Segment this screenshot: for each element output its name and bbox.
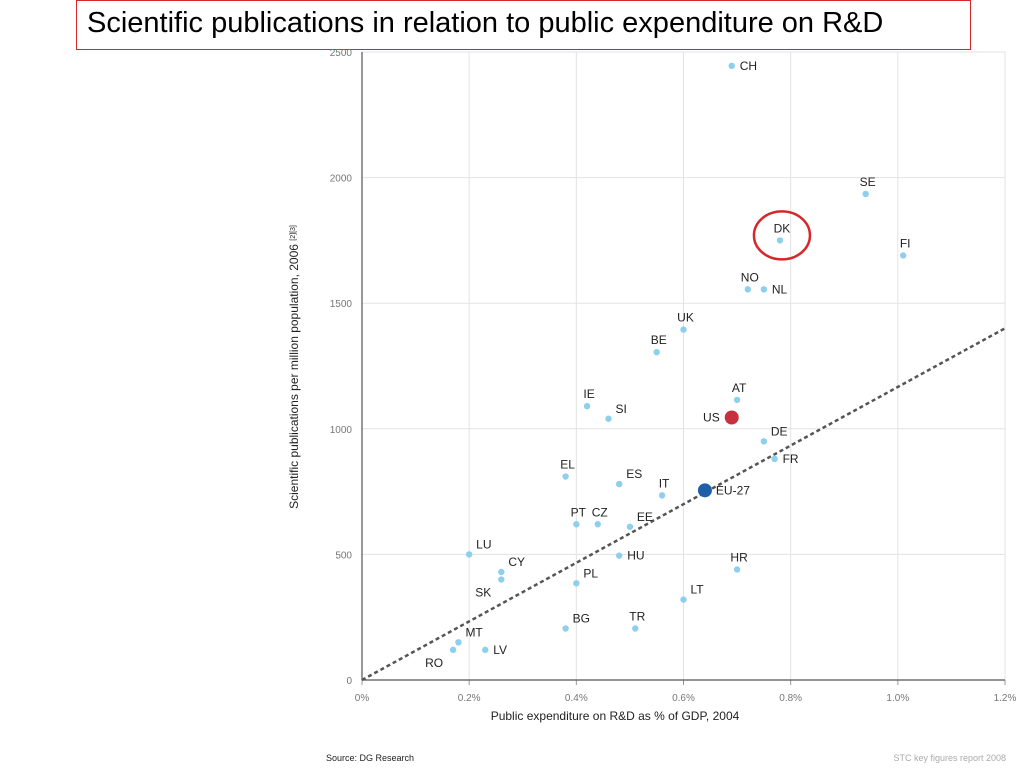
data-point	[562, 625, 569, 632]
x-tick-label: 0.8%	[779, 693, 802, 704]
data-point-us	[724, 410, 739, 425]
data-label: MT	[465, 625, 483, 639]
data-point	[449, 646, 457, 654]
trend-line-path	[361, 327, 1006, 682]
data-label: NO	[741, 270, 759, 284]
data-label: LT	[691, 583, 705, 597]
data-point	[594, 521, 601, 528]
data-point	[862, 190, 869, 198]
footer-note: STC key figures report 2008	[893, 753, 1006, 763]
data-point	[573, 521, 580, 528]
data-point	[605, 415, 612, 422]
data-label: SI	[615, 402, 626, 416]
data-point	[498, 568, 505, 576]
data-point	[728, 62, 735, 70]
data-label: IT	[659, 476, 670, 490]
x-tick-label: 1.2%	[994, 693, 1017, 704]
y-axis-label-note: [2][3]	[290, 225, 297, 241]
data-label: SK	[475, 586, 491, 600]
data-point	[760, 286, 768, 293]
y-tick-label: 2000	[330, 174, 353, 185]
x-axis-label: Public expenditure on R&D as % of GDP, 2…	[491, 709, 740, 723]
y-axis-label-text: Scientific publications per million popu…	[287, 244, 301, 509]
data-label: AT	[732, 381, 747, 395]
data-point	[733, 566, 741, 573]
data-label: UK	[677, 311, 694, 325]
data-point	[465, 551, 473, 558]
data-label: PL	[583, 566, 598, 580]
data-label: CH	[740, 59, 757, 73]
data-point	[680, 326, 687, 333]
data-point	[899, 252, 907, 259]
data-label: CY	[508, 555, 525, 569]
y-tick-label: 1500	[330, 299, 353, 310]
axes: 0 500 1000 1500 2000 2500 0% 0.2% 0.4% 0.6% 0.8% 1.…	[330, 48, 1017, 704]
data-point	[573, 580, 580, 587]
data-label: TR	[629, 610, 645, 624]
data-label: DE	[771, 424, 788, 438]
data-point	[498, 576, 505, 583]
data-point	[771, 455, 778, 463]
data-point	[482, 646, 489, 654]
x-tick-label: 0.2%	[458, 693, 481, 704]
data-point-eu27	[697, 483, 712, 498]
data-points	[449, 62, 907, 654]
data-point	[455, 639, 462, 646]
data-point	[626, 523, 634, 530]
data-label: IE	[583, 387, 594, 401]
data-label: BG	[573, 612, 590, 626]
data-label: DK	[774, 221, 791, 235]
data-label: ES	[626, 467, 642, 481]
data-point	[658, 492, 666, 499]
data-label: BE	[651, 333, 667, 347]
data-point	[760, 438, 768, 445]
data-label: FR	[783, 452, 799, 466]
data-point	[562, 473, 569, 480]
y-tick-label: 2500	[330, 48, 353, 59]
x-tick-label: 0%	[355, 693, 370, 704]
y-tick-label: 0	[346, 676, 352, 687]
y-tick-label: 500	[335, 550, 352, 561]
data-point	[632, 625, 639, 632]
data-label: PT	[571, 505, 587, 519]
data-label: HR	[730, 550, 748, 564]
data-label: RO	[425, 656, 443, 670]
data-label: LV	[493, 643, 507, 657]
data-label: EL	[560, 458, 575, 472]
data-point	[776, 237, 784, 244]
data-labels: CH SE DK FI NO NL UK BE AT IE SI US DE FR EL ES IT EU-27 P…	[425, 59, 910, 670]
data-point	[680, 596, 687, 603]
data-point	[616, 552, 623, 559]
data-label: EU-27	[716, 483, 750, 497]
data-point	[653, 348, 660, 356]
data-point	[733, 396, 741, 404]
trend-line	[361, 327, 1006, 682]
x-tick-label: 0.6%	[672, 693, 695, 704]
data-label: HU	[627, 549, 644, 563]
data-label: NL	[772, 282, 788, 296]
x-tick-label: 1.0%	[886, 693, 909, 704]
data-label: FI	[900, 236, 911, 250]
source-note: Source: DG Research	[326, 753, 415, 763]
data-label: LU	[476, 537, 491, 551]
highlight-circle	[752, 210, 812, 261]
data-point	[583, 402, 591, 410]
y-tick-label: 1000	[330, 425, 353, 436]
grid	[361, 51, 1006, 681]
data-label: US	[703, 410, 720, 424]
data-label: EE	[637, 510, 653, 524]
data-point	[616, 480, 623, 488]
slide-title: Scientific publications in relation to p…	[76, 0, 971, 50]
y-axis-label: Scientific publications per million popu…	[287, 225, 301, 509]
data-label: SE	[860, 175, 876, 189]
data-point	[744, 286, 751, 293]
data-label: CZ	[592, 505, 608, 519]
x-tick-label: 0.4%	[565, 693, 588, 704]
